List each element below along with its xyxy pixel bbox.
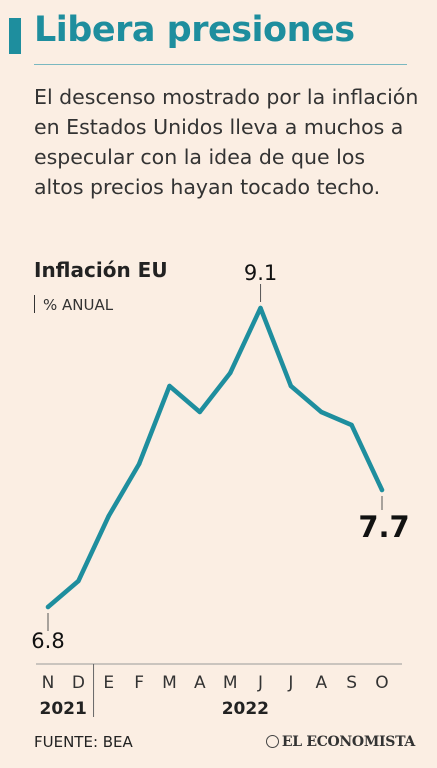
data-point [136,461,142,467]
brand-mark-icon [265,735,279,748]
x-tick-label: F [134,673,144,693]
data-point [258,305,263,311]
data-point [227,370,233,376]
x-tick-label: N [42,673,55,693]
x-tick-label: M [223,673,238,693]
year-label: 2022 [222,699,269,719]
data-label: 7.7 [358,510,409,544]
brand-name: EL ECONOMISTA [281,734,415,750]
data-point [288,383,294,389]
title-accent-bar [9,18,21,54]
unit-text: % ANUAL [43,296,114,314]
x-tick-label: J [257,673,263,693]
data-point [106,513,111,519]
x-tick-label: D [72,673,85,693]
title-divider [34,64,407,65]
brand-logo: EL ECONOMISTA [265,734,415,750]
source-note: FUENTE: BEA [34,733,133,751]
data-label: 9.1 [244,261,277,285]
page-title: Libera presiones [34,10,355,50]
x-tick-label: A [194,673,206,693]
chart-title: Inflación EU [34,258,168,282]
unit-pipe [34,295,35,313]
year-label: 2021 [40,699,87,719]
x-tick-label: S [346,673,357,693]
x-tick-label: M [162,673,177,693]
unit-label: % ANUAL [34,295,113,314]
x-tick-label: O [375,673,388,693]
data-point [76,578,81,584]
data-label: 6.8 [31,629,64,653]
data-point [45,604,51,610]
data-point [379,487,385,493]
data-point [167,383,172,389]
series-line [45,305,385,610]
subtitle: El descenso mostrado por la inflación en… [34,85,419,199]
x-tick-label: A [315,673,327,693]
data-point [319,409,324,415]
data-point [197,409,203,415]
data-point [349,422,354,428]
x-tick-label: E [103,673,114,693]
x-tick-label: J [287,673,293,693]
